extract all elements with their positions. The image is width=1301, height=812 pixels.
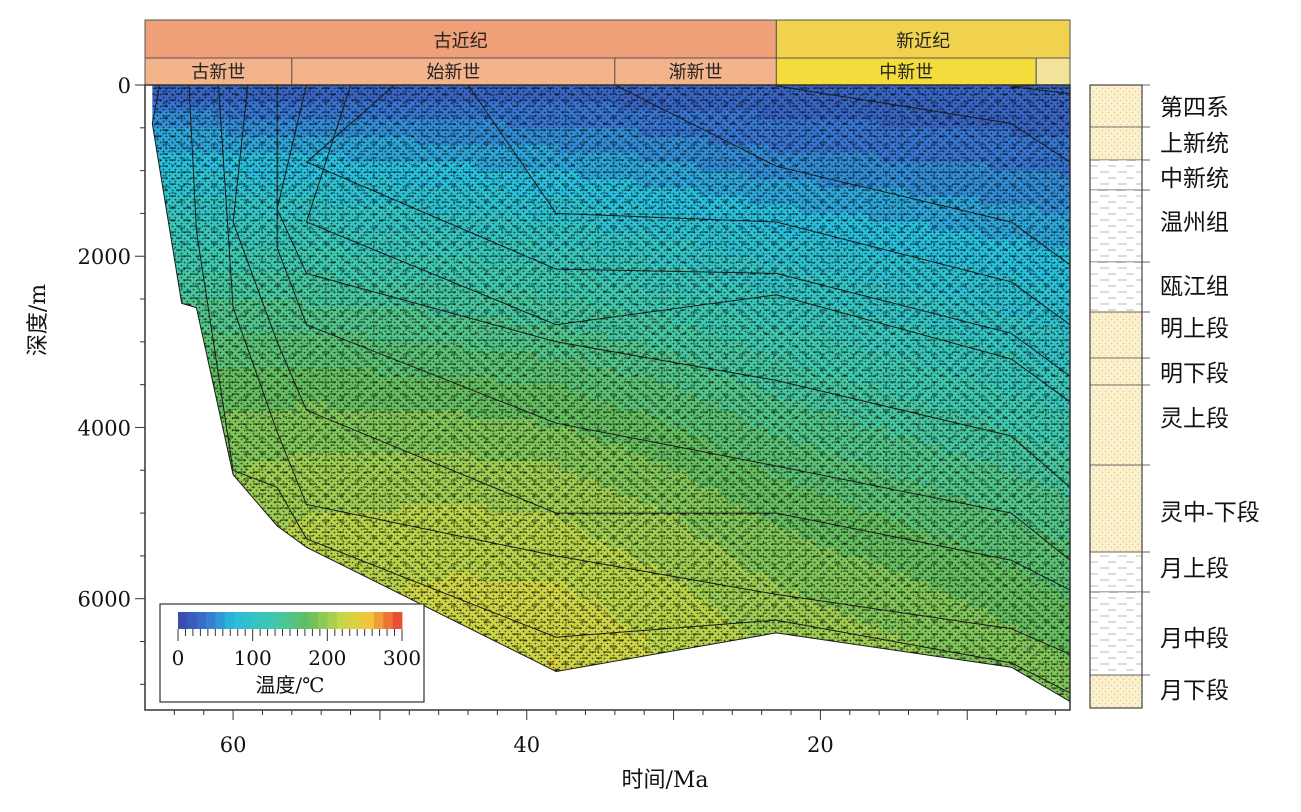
colorbar-cell	[308, 612, 319, 629]
colorbar-cell	[243, 612, 254, 629]
column-unit-pattern	[1090, 465, 1142, 552]
column-unit-pattern	[1090, 592, 1142, 675]
colorbar-legend: 0 100 200 300 温度/℃	[159, 603, 425, 703]
horizon-line	[305, 84, 1071, 377]
colorbar-cell	[234, 612, 244, 629]
colorbar-cell	[280, 612, 291, 629]
colorbar-tick-label: 0	[172, 646, 185, 670]
colorbar-cell	[383, 612, 394, 629]
horizon-line	[232, 84, 1071, 591]
colorbar-cell	[336, 612, 347, 629]
column-unit-pattern	[1090, 190, 1142, 262]
column-label: 月中段	[1160, 626, 1229, 652]
colorbar-cell	[392, 612, 403, 629]
horizon-line	[188, 84, 1071, 694]
colorbar-cell	[262, 612, 272, 629]
x-tick-label: 20	[807, 733, 834, 757]
colorbar-cell	[215, 612, 226, 629]
column-label: 灵上段	[1160, 406, 1229, 432]
column-unit-pattern	[1090, 160, 1142, 190]
colorbar-cell	[178, 612, 188, 629]
epoch-cell	[775, 57, 1037, 86]
colorbar-tick-label: 200	[308, 646, 346, 670]
horizon-line	[217, 84, 1071, 655]
column-label: 温州组	[1160, 210, 1229, 236]
colorbar-cell	[290, 612, 300, 629]
column-unit-pattern	[1090, 385, 1142, 465]
plot-area	[151, 84, 1071, 702]
epoch-label: 始新世	[426, 62, 480, 83]
x-axis: 60 40 20	[173, 710, 1056, 757]
epoch-cell	[144, 57, 293, 86]
y-tick-label: 6000	[78, 588, 131, 612]
horizon-line	[467, 84, 1071, 326]
colorbar-cell	[374, 612, 384, 629]
column-unit-pattern	[1090, 127, 1142, 160]
column-frame	[1089, 84, 1143, 709]
colorbar-cell	[187, 612, 198, 629]
horizon-line	[276, 85, 1071, 561]
colorbar-cell	[355, 612, 366, 629]
horizon-lines	[151, 84, 1071, 702]
column-label: 月上段	[1160, 556, 1229, 582]
x-tick-label: 60	[220, 733, 247, 757]
column-label: 月下段	[1160, 678, 1229, 704]
epoch-label: 古新世	[191, 62, 245, 83]
x-axis-label: 时间/Ma	[621, 768, 708, 793]
colorbar-cell	[346, 612, 356, 629]
colorbar-cell	[224, 612, 235, 629]
epoch-cell	[1035, 57, 1071, 86]
column-label: 灵中-下段	[1160, 500, 1260, 526]
column-label: 第四系	[1160, 95, 1229, 121]
column-unit-pattern	[1090, 262, 1142, 312]
column-unit-pattern	[1090, 358, 1142, 385]
colorbar-cell	[252, 612, 263, 629]
x-tick-label: 40	[513, 733, 540, 757]
colorbar-label: 温度/℃	[255, 673, 324, 697]
plot-frame	[144, 84, 1071, 711]
period-label: 古近纪	[434, 31, 488, 52]
colorbar-cell	[271, 612, 282, 629]
y-tick-label: 0	[118, 74, 131, 98]
colorbar-ticks: 0 100 200 300	[172, 629, 421, 670]
colorbar-cell	[364, 612, 375, 629]
colorbar-tick-label: 300	[383, 646, 421, 670]
y-tick-label: 2000	[78, 245, 131, 269]
colorbar-cell	[318, 612, 328, 629]
horizon-line	[305, 84, 1071, 403]
y-tick-label: 4000	[78, 416, 131, 440]
colorbar-cell	[299, 612, 310, 629]
period-label: 新近纪	[896, 31, 950, 52]
column-unit-pattern	[1090, 312, 1142, 358]
column-label: 瓯江组	[1160, 274, 1229, 300]
column-label: 明上段	[1160, 316, 1229, 342]
y-axis: 0 2000 4000 6000	[78, 74, 145, 685]
column-label: 明下段	[1160, 361, 1229, 387]
period-cell	[144, 19, 777, 59]
horizon-line	[614, 84, 1071, 266]
column-label: 中新统	[1160, 166, 1229, 192]
colorbar-cell	[327, 612, 338, 629]
colorbar-scale	[178, 612, 403, 629]
column-label: 上新统	[1160, 131, 1229, 157]
period-cell	[775, 19, 1071, 59]
y-axis-label: 深度/m	[26, 284, 51, 356]
colorbar-tick-label: 100	[234, 646, 272, 670]
column-unit-pattern	[1090, 675, 1142, 708]
colorbar-cell	[196, 612, 207, 629]
column-unit-pattern	[1090, 552, 1142, 592]
horizon-line	[151, 84, 1071, 702]
column-unit-pattern	[1090, 85, 1142, 127]
epoch-label: 渐新世	[669, 62, 723, 83]
colorbar-cell	[206, 612, 216, 629]
lithology-fill	[152, 85, 1071, 702]
epoch-band: 古新世 始新世 渐新世 中新世	[144, 57, 1071, 86]
period-band: 古近纪 新近纪	[144, 19, 1071, 59]
epoch-label: 中新世	[879, 62, 933, 83]
